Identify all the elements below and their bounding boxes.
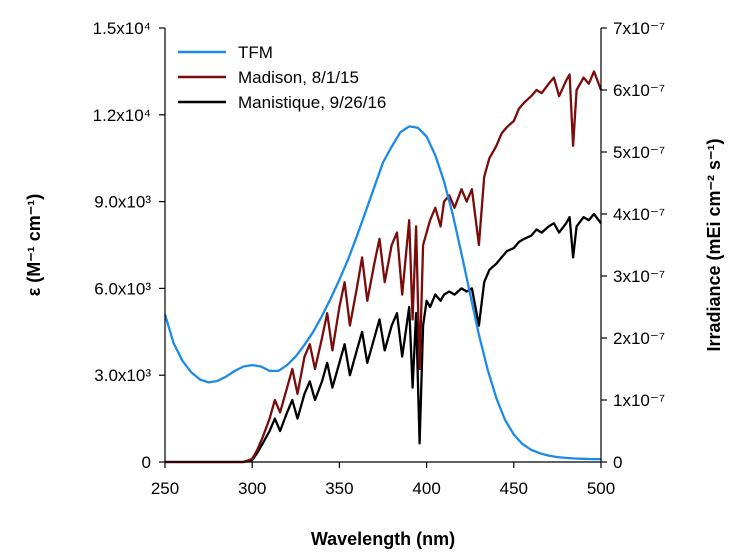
x-tick-label: 400 bbox=[412, 479, 440, 498]
y-right-tick-label: 5x10⁻⁷ bbox=[613, 143, 665, 162]
y-right-tick-label: 0 bbox=[613, 453, 622, 472]
series-line-tfm bbox=[163, 125, 601, 461]
axes-layer bbox=[164, 28, 602, 463]
y-right-tick-label: 1x10⁻⁷ bbox=[613, 391, 665, 410]
y-right-tick-label: 6x10⁻⁷ bbox=[613, 81, 665, 100]
y-right-tick-label: 4x10⁻⁷ bbox=[613, 205, 665, 224]
x-tick-label: 250 bbox=[151, 479, 179, 498]
legend-label-manistique: Manistique, 9/26/16 bbox=[238, 93, 386, 112]
y-left-tick-label: 1.5x10⁴ bbox=[93, 19, 151, 38]
y-right-tick-label: 3x10⁻⁷ bbox=[613, 267, 665, 286]
y-right-tick-label: 2x10⁻⁷ bbox=[613, 329, 665, 348]
y-left-tick-label: 0 bbox=[142, 453, 151, 472]
y-left-tick-label: 9.0x10³ bbox=[94, 193, 151, 212]
x-tick-label: 500 bbox=[587, 479, 615, 498]
y-axis-title-left: ε (M⁻¹ cm⁻¹) bbox=[24, 194, 44, 297]
x-axis-title: Wavelength (nm) bbox=[311, 529, 455, 549]
x-tick-label: 350 bbox=[325, 479, 353, 498]
y-left-tick-label: 3.0x10³ bbox=[94, 366, 151, 385]
y-left-tick-label: 1.2x10⁴ bbox=[93, 106, 151, 125]
x-tick-label: 300 bbox=[238, 479, 266, 498]
y-axis-title-right: Irradiance (mEi cm⁻² s⁻¹) bbox=[704, 138, 724, 351]
series-line-madison-8-1-15 bbox=[165, 70, 603, 464]
y-right-tick-label: 7x10⁻⁷ bbox=[613, 19, 665, 38]
series-layer bbox=[163, 70, 603, 464]
legend-label-tfm: TFM bbox=[238, 43, 273, 62]
legend-label-madison: Madison, 8/1/15 bbox=[238, 68, 359, 87]
x-tick-label: 450 bbox=[500, 479, 528, 498]
legend: TFM Madison, 8/1/15 Manistique, 9/26/16 bbox=[178, 43, 386, 112]
y-left-tick-label: 6.0x10³ bbox=[94, 279, 151, 298]
series-line-manistique-9-26-16 bbox=[165, 212, 602, 464]
ticks-layer: 250 300 350 400 450 500 0 3.0x10³ 6.0x10³ 9.0x10³… bbox=[93, 19, 665, 498]
